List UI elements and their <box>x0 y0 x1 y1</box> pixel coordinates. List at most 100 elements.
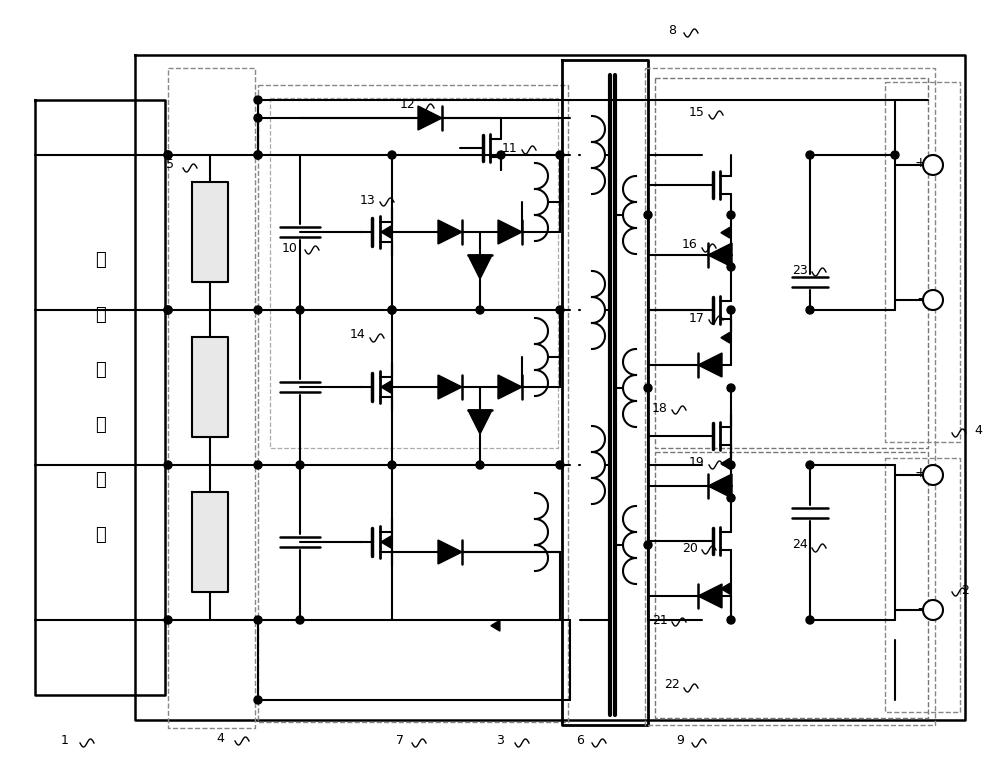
Circle shape <box>254 151 262 159</box>
Text: +: + <box>914 466 926 480</box>
Circle shape <box>164 151 172 159</box>
Circle shape <box>806 461 814 469</box>
Circle shape <box>727 263 735 271</box>
Circle shape <box>727 306 735 314</box>
Text: 9: 9 <box>676 733 684 746</box>
Text: 23: 23 <box>792 264 808 277</box>
Polygon shape <box>721 227 730 238</box>
Text: 3: 3 <box>496 733 504 746</box>
Text: 15: 15 <box>689 106 705 119</box>
Circle shape <box>806 151 814 159</box>
Text: 17: 17 <box>689 311 705 325</box>
Text: 4: 4 <box>216 732 224 745</box>
Polygon shape <box>721 332 730 343</box>
Polygon shape <box>498 220 522 244</box>
Circle shape <box>164 306 172 314</box>
Polygon shape <box>438 220 462 244</box>
Text: 20: 20 <box>682 541 698 554</box>
Polygon shape <box>468 410 492 434</box>
Circle shape <box>727 461 735 469</box>
Circle shape <box>556 151 564 159</box>
Circle shape <box>497 151 505 159</box>
Polygon shape <box>192 337 228 437</box>
Circle shape <box>923 155 943 175</box>
Text: 模: 模 <box>95 471 105 489</box>
Polygon shape <box>381 381 391 393</box>
Text: 块: 块 <box>95 526 105 544</box>
Text: +: + <box>914 156 926 170</box>
Circle shape <box>476 461 484 469</box>
Circle shape <box>727 384 735 392</box>
Circle shape <box>296 461 304 469</box>
Text: 集: 集 <box>95 416 105 434</box>
Circle shape <box>923 290 943 310</box>
Polygon shape <box>708 474 732 498</box>
Circle shape <box>727 494 735 502</box>
Text: -: - <box>917 291 923 305</box>
Text: 8: 8 <box>668 23 676 36</box>
Circle shape <box>644 541 652 549</box>
Circle shape <box>388 306 396 314</box>
Text: 10: 10 <box>282 241 298 254</box>
Circle shape <box>806 306 814 314</box>
Circle shape <box>644 384 652 392</box>
Polygon shape <box>491 621 500 631</box>
Polygon shape <box>192 492 228 592</box>
Text: 18: 18 <box>652 402 668 415</box>
Polygon shape <box>721 584 730 594</box>
Text: 21: 21 <box>652 614 668 627</box>
Text: 压: 压 <box>95 306 105 324</box>
Circle shape <box>644 211 652 219</box>
Text: 7: 7 <box>396 733 404 746</box>
Circle shape <box>254 114 262 122</box>
Text: 19: 19 <box>689 456 705 469</box>
Text: 电: 电 <box>95 251 105 269</box>
Text: 13: 13 <box>360 194 376 207</box>
Circle shape <box>476 306 484 314</box>
Circle shape <box>296 306 304 314</box>
Circle shape <box>923 600 943 620</box>
Circle shape <box>254 96 262 104</box>
Polygon shape <box>418 106 442 130</box>
Circle shape <box>923 465 943 485</box>
Circle shape <box>388 151 396 159</box>
Circle shape <box>388 306 396 314</box>
Polygon shape <box>721 458 730 469</box>
Text: 6: 6 <box>576 733 584 746</box>
Circle shape <box>556 306 564 314</box>
Circle shape <box>388 461 396 469</box>
Circle shape <box>727 616 735 624</box>
Circle shape <box>806 616 814 624</box>
Polygon shape <box>381 226 391 238</box>
Circle shape <box>727 211 735 219</box>
Text: 1: 1 <box>61 733 69 746</box>
Circle shape <box>164 306 172 314</box>
Text: 采: 采 <box>95 361 105 379</box>
Polygon shape <box>698 353 722 377</box>
Text: 24: 24 <box>792 538 808 551</box>
Polygon shape <box>381 536 391 548</box>
Circle shape <box>164 616 172 624</box>
Circle shape <box>296 616 304 624</box>
Polygon shape <box>438 540 462 564</box>
Polygon shape <box>498 375 522 399</box>
Polygon shape <box>698 584 722 608</box>
Text: 11: 11 <box>502 142 518 154</box>
Text: 2: 2 <box>961 584 969 597</box>
Text: 4: 4 <box>974 423 982 436</box>
Circle shape <box>254 616 262 624</box>
Polygon shape <box>468 255 492 279</box>
Text: 5: 5 <box>166 159 174 171</box>
Polygon shape <box>708 243 732 267</box>
Polygon shape <box>192 182 228 282</box>
Circle shape <box>164 151 172 159</box>
Circle shape <box>556 461 564 469</box>
Circle shape <box>254 696 262 704</box>
Text: 14: 14 <box>350 328 366 342</box>
Circle shape <box>254 461 262 469</box>
Text: 16: 16 <box>682 238 698 251</box>
Text: 12: 12 <box>400 99 416 112</box>
Polygon shape <box>438 375 462 399</box>
Circle shape <box>254 151 262 159</box>
Text: -: - <box>917 601 923 615</box>
